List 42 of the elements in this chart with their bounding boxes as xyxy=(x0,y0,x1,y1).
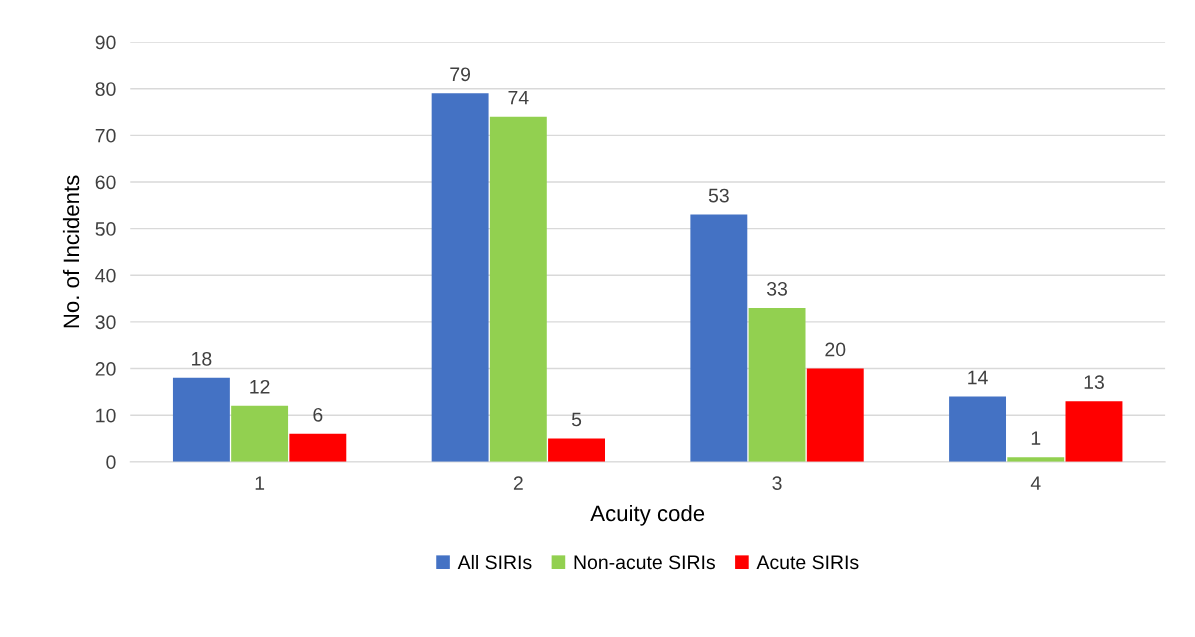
y-tick-label: 20 xyxy=(95,362,116,376)
bar xyxy=(172,377,230,462)
bar xyxy=(806,368,864,462)
bar xyxy=(949,396,1007,462)
bar xyxy=(1065,401,1123,462)
data-label: 6 xyxy=(313,407,323,422)
bar xyxy=(548,438,605,462)
y-tick-label: 40 xyxy=(95,268,116,283)
bar xyxy=(289,433,347,462)
data-label: 33 xyxy=(766,281,788,296)
y-tick-label: 80 xyxy=(95,82,116,96)
x-tick-label: 3 xyxy=(772,476,782,490)
data-label: 5 xyxy=(571,412,582,427)
bar xyxy=(489,116,547,462)
y-tick-label: 70 xyxy=(95,128,116,143)
y-tick-label: 30 xyxy=(95,315,116,330)
data-label: 18 xyxy=(192,351,212,366)
y-tick-label: 90 xyxy=(95,35,116,50)
x-tick-label: 2 xyxy=(513,476,523,490)
legend-label: All SIRIs xyxy=(457,554,532,570)
legend-label: Acute SIRIs xyxy=(756,555,859,570)
data-label: 1 xyxy=(1031,431,1041,445)
y-tick-label: 50 xyxy=(95,222,116,236)
data-label: 74 xyxy=(508,90,529,105)
x-tick-label: 4 xyxy=(1030,476,1041,490)
data-label: 79 xyxy=(450,67,471,82)
y-tick-label: 0 xyxy=(106,455,116,470)
bar xyxy=(431,93,489,462)
data-label: 13 xyxy=(1084,375,1104,390)
y-tick-label: 60 xyxy=(95,175,116,190)
y-tick-label: 10 xyxy=(96,408,116,423)
bar xyxy=(231,405,289,462)
bar xyxy=(690,214,748,462)
data-label: 14 xyxy=(968,370,988,385)
data-label: 20 xyxy=(825,342,846,357)
legend-label: Non-acute SIRIs xyxy=(574,555,715,570)
x-tick-label: 1 xyxy=(255,476,265,490)
y-axis-title: No. of Incidents xyxy=(62,175,80,328)
x-axis-title: Acuity code xyxy=(590,504,705,526)
bar xyxy=(748,307,806,462)
data-label: 12 xyxy=(250,379,270,394)
data-label: 53 xyxy=(708,188,729,203)
